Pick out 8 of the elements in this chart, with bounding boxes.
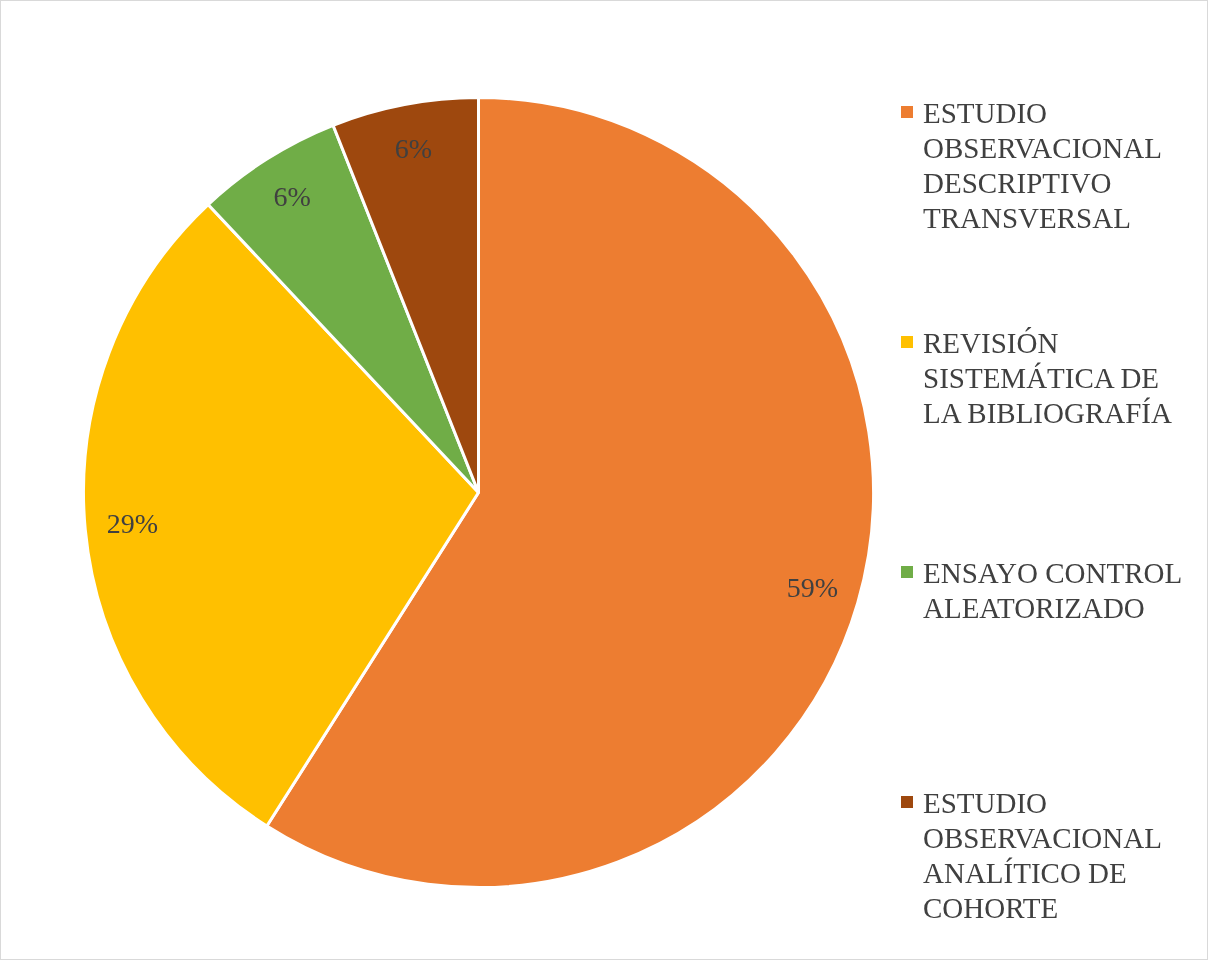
data-label: 59% [786, 571, 838, 603]
legend-label: REVISIÓN SISTEMÁTICA DE LA BIBLIOGRAFÍA [923, 326, 1173, 431]
legend-label: ENSAYO CONTROL ALEATORIZADO [923, 556, 1183, 626]
data-label: 6% [273, 181, 311, 213]
data-label: 29% [106, 507, 159, 539]
legend-label: ESTUDIO OBSERVACIONAL DESCRIPTIVO TRANSVERSAL [923, 96, 1162, 236]
data-label: 6% [394, 133, 433, 165]
legend-label: ESTUDIO OBSERVACIONAL ANALÍTICO DE COHORTE [923, 786, 1162, 926]
